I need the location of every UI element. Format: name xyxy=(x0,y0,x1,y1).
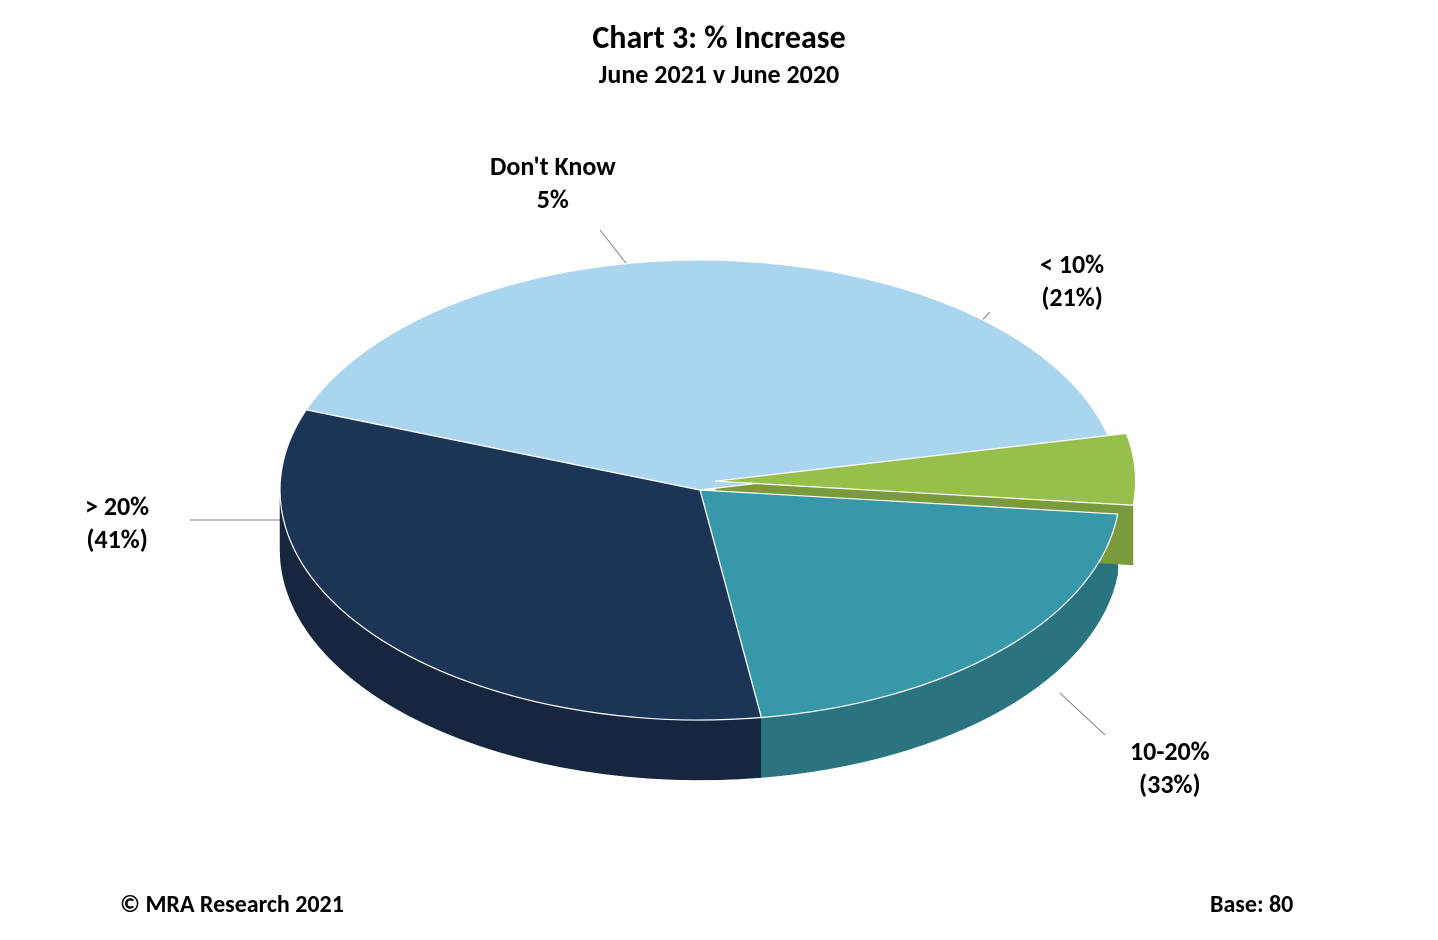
chart-container: Chart 3: % Increase June 2021 v June 202… xyxy=(0,0,1438,940)
slice-label-line2: (41%) xyxy=(85,523,149,556)
footer-copyright: © MRA Research 2021 xyxy=(120,890,344,919)
slice-label-line2: (21%) xyxy=(1040,281,1104,314)
slice-label-line1: < 10% xyxy=(1040,248,1104,281)
slice-label-line2: (33%) xyxy=(1130,768,1210,801)
slice-label-line1: > 20% xyxy=(85,490,149,523)
footer-base: Base: 80 xyxy=(1210,890,1293,919)
slice-label-line1: Don't Know xyxy=(490,150,616,183)
pie-chart xyxy=(0,0,1438,940)
slice-label-lt10: < 10% (21%) xyxy=(1040,248,1104,313)
slice-label-dontknow: Don't Know 5% xyxy=(490,150,616,215)
slice-label-line1: 10-20% xyxy=(1130,735,1210,768)
slice-label-line2: 5% xyxy=(490,183,616,216)
slice-label-10-20: 10-20% (33%) xyxy=(1130,735,1210,800)
pie-svg xyxy=(0,0,1438,940)
slice-label-gt20: > 20% (41%) xyxy=(85,490,149,555)
